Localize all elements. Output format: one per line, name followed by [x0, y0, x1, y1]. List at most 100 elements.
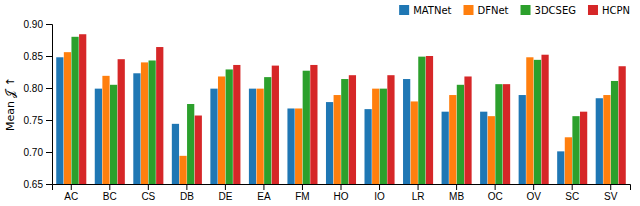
x-tick: IO	[374, 184, 385, 202]
x-tick-label: BC	[103, 191, 117, 202]
legend-item: DFNet	[464, 5, 509, 16]
x-tick-label: IO	[374, 191, 385, 202]
bar	[334, 95, 341, 184]
bar	[596, 98, 603, 184]
bar	[464, 76, 471, 184]
x-tick-label: EA	[257, 191, 271, 202]
y-axis: 0.650.700.750.800.850.90	[24, 19, 53, 190]
bar	[179, 156, 186, 184]
bar	[287, 108, 294, 184]
bar	[295, 108, 302, 184]
bar	[226, 69, 233, 184]
y-tick-mark	[46, 56, 52, 57]
y-tick-label: 0.80	[24, 83, 44, 94]
y-tick: 0.80	[24, 83, 52, 94]
bar	[95, 89, 102, 184]
y-tick-label: 0.70	[24, 147, 44, 158]
x-axis-line	[53, 185, 631, 191]
bar	[541, 55, 548, 184]
bar	[534, 60, 541, 184]
x-tick-mark	[109, 184, 110, 190]
x-tick-mark	[341, 184, 342, 190]
x-tick: SV	[604, 184, 618, 202]
bar	[71, 37, 78, 184]
legend: MATNet DFNet 3DCSEG HCPN	[399, 5, 630, 16]
y-tick-mark	[46, 24, 52, 25]
x-tick: MB	[449, 184, 464, 202]
bar	[372, 89, 379, 184]
x-tick: EA	[257, 184, 271, 202]
x-tick-mark	[572, 184, 573, 190]
y-tick: 0.70	[24, 147, 52, 158]
bar	[495, 84, 502, 184]
bar	[411, 101, 418, 184]
bar	[503, 84, 510, 184]
x-tick-mark	[495, 184, 496, 190]
y-tick-mark	[46, 184, 52, 185]
x-tick-label: CS	[141, 191, 155, 202]
legend-label: HCPN	[602, 5, 630, 16]
y-tick: 0.90	[24, 19, 52, 30]
x-tick-mark	[148, 184, 149, 190]
legend-swatch	[464, 5, 474, 15]
legend-swatch	[521, 5, 531, 15]
x-tick-mark	[263, 184, 264, 190]
bar	[365, 109, 372, 184]
bar	[341, 79, 348, 184]
bar	[326, 102, 333, 184]
x-tick: DE	[218, 184, 232, 202]
x-tick-label: AC	[64, 191, 78, 202]
bar	[526, 57, 533, 184]
bar	[110, 85, 117, 184]
x-tick: OC	[488, 184, 503, 202]
x-tick: BC	[103, 184, 117, 202]
y-tick: 0.65	[24, 179, 52, 190]
y-axis-title: Mean 𝒥 ↑	[4, 77, 17, 131]
bar	[102, 76, 109, 184]
bar	[449, 95, 456, 184]
y-tick-mark	[46, 120, 52, 121]
y-tick-mark	[46, 88, 52, 89]
bar-series	[64, 52, 611, 184]
x-tick-mark	[610, 184, 611, 190]
y-tick-label: 0.90	[24, 19, 44, 30]
bar	[387, 75, 394, 184]
bar	[141, 62, 148, 184]
y-tick-mark	[46, 152, 52, 153]
x-tick-label: SC	[565, 191, 579, 202]
x-tick: OV	[526, 184, 541, 202]
bar	[149, 60, 156, 184]
x-tick: CS	[141, 184, 155, 202]
plot: ACBCCSDBDEEAFMHOIOLRMBOCOVSCSV0.650.700.…	[24, 19, 631, 206]
x-tick-label: OC	[488, 191, 503, 202]
x-tick-label: LR	[412, 191, 425, 202]
bar	[310, 65, 317, 184]
bar	[619, 66, 626, 184]
bar	[79, 34, 86, 184]
legend-swatch	[588, 5, 598, 15]
x-tick-label: DB	[180, 191, 194, 202]
chart: ACBCCSDBDEEAFMHOIOLRMBOCOVSCSV0.650.700.…	[0, 0, 640, 206]
x-tick: LR	[412, 184, 425, 202]
x-tick: AC	[64, 184, 78, 202]
legend-swatch	[399, 5, 409, 15]
bar	[349, 75, 356, 184]
y-axis-line	[46, 25, 53, 185]
legend-label: DFNet	[478, 5, 509, 16]
bar	[480, 112, 487, 184]
bar	[442, 112, 449, 184]
bar-series	[71, 37, 618, 184]
bar	[195, 116, 202, 184]
legend-item: 3DCSEG	[521, 5, 576, 16]
bar	[303, 71, 310, 184]
bar	[210, 89, 217, 184]
legend-label: MATNet	[413, 5, 451, 16]
bar	[172, 124, 179, 184]
x-axis: ACBCCSDBDEEAFMHOIOLRMBOCOVSCSV	[53, 184, 631, 202]
bar	[56, 57, 63, 184]
x-tick-mark	[302, 184, 303, 190]
bar	[218, 76, 225, 184]
x-tick: SC	[565, 184, 579, 202]
bar-series	[79, 34, 626, 184]
x-tick-label: OV	[526, 191, 541, 202]
